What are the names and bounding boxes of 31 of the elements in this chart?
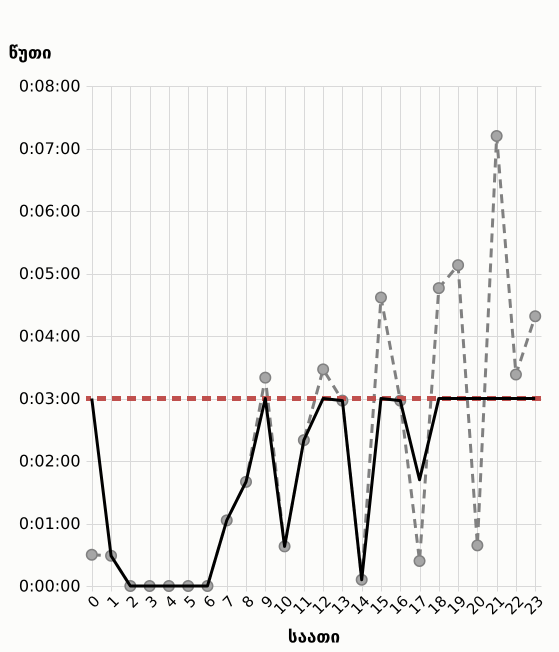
x-axis-title: საათი xyxy=(288,628,340,648)
x-tick-label: 1 xyxy=(103,592,123,612)
y-tick-label: 0:00:00 xyxy=(18,576,80,596)
point xyxy=(510,368,522,381)
y-tick-label: 0:02:00 xyxy=(18,452,80,470)
y-tick-label: 0:03:00 xyxy=(18,389,80,408)
point xyxy=(414,555,426,567)
x-tick-label: 0 xyxy=(84,592,104,612)
point xyxy=(374,291,387,304)
y-tick-label: 0:01:00 xyxy=(18,514,80,533)
x-tick-label: 6 xyxy=(200,592,220,612)
x-tick-label: 7 xyxy=(219,592,239,612)
x-tick-label: 8 xyxy=(238,592,258,612)
x-tick-label: 2 xyxy=(122,592,142,612)
y-tick-label: 0:05:00 xyxy=(18,264,80,283)
point xyxy=(490,130,503,142)
y-tick-label: 0:08:00 xyxy=(18,76,80,96)
point xyxy=(529,310,542,322)
point xyxy=(317,363,330,376)
point xyxy=(86,548,98,561)
point xyxy=(452,259,464,272)
point xyxy=(259,372,272,384)
y-tick-label: 0:04:00 xyxy=(18,326,80,346)
y-tick-label: 0:07:00 xyxy=(18,139,80,158)
y-tick-label: 0:06:00 xyxy=(18,202,80,220)
x-tick-label: 4 xyxy=(161,592,181,612)
point xyxy=(471,539,484,552)
x-tick-label: 5 xyxy=(180,592,200,612)
x-tick-label: 3 xyxy=(142,592,162,612)
y-axis-title: წუთი xyxy=(8,44,52,64)
point xyxy=(432,282,445,294)
